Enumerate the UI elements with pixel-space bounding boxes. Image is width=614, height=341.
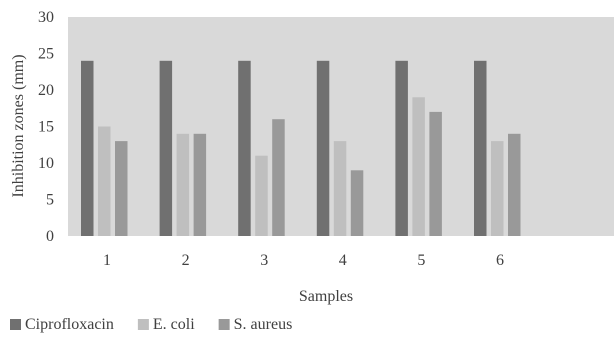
y-tick-label: 0 xyxy=(46,228,54,245)
x-tick-label: 4 xyxy=(339,252,347,269)
bar-ciprofloxacin-4 xyxy=(316,60,330,236)
bar-e-coli-5 xyxy=(412,97,425,236)
y-tick-label: 15 xyxy=(38,119,54,136)
bar-s-aureus-2 xyxy=(193,133,207,236)
x-tick-label: 3 xyxy=(260,252,268,269)
legend-swatch-e-coli xyxy=(137,319,149,330)
x-tick-label: 2 xyxy=(182,252,190,269)
y-tick-label: 30 xyxy=(38,9,54,26)
bar-s-aureus-1 xyxy=(115,141,128,236)
bar-e-coli-1 xyxy=(98,126,111,236)
y-axis-ticks: 0 5 10 15 20 25 30 xyxy=(38,9,54,245)
bar-s-aureus-5 xyxy=(429,111,442,236)
bar-ciprofloxacin-2 xyxy=(159,60,173,236)
bar-ciprofloxacin-6 xyxy=(474,60,487,236)
bar-ciprofloxacin-5 xyxy=(395,60,408,236)
y-tick-label: 10 xyxy=(38,155,54,172)
x-axis-ticks: 1 2 3 4 5 6 xyxy=(103,252,504,269)
legend-swatch-ciprofloxacin xyxy=(10,319,21,330)
bars xyxy=(81,60,521,236)
x-tick-label: 5 xyxy=(417,252,425,269)
x-axis-title: Samples xyxy=(299,288,353,305)
bar-e-coli-3 xyxy=(255,155,268,236)
legend: Ciprofloxacin E. coli S. aureus xyxy=(10,316,292,333)
bar-s-aureus-4 xyxy=(350,170,364,236)
y-tick-label: 5 xyxy=(46,192,54,209)
bar-s-aureus-6 xyxy=(508,133,521,236)
bar-e-coli-2 xyxy=(176,133,190,236)
y-tick-label: 20 xyxy=(38,82,54,99)
y-axis-title: Inhibition zones (mm) xyxy=(10,54,27,197)
bar-e-coli-4 xyxy=(333,141,347,236)
bar-ciprofloxacin-3 xyxy=(238,60,251,236)
x-tick-label: 6 xyxy=(496,252,504,269)
bar-s-aureus-3 xyxy=(272,119,285,236)
bar-ciprofloxacin-1 xyxy=(81,60,94,236)
x-tick-label: 1 xyxy=(103,252,111,269)
legend-label-ciprofloxacin: Ciprofloxacin xyxy=(25,316,114,333)
y-tick-label: 25 xyxy=(38,46,54,63)
bar-e-coli-6 xyxy=(491,141,504,236)
legend-label-s-aureus: S. aureus xyxy=(234,316,293,333)
legend-label-e-coli: E. coli xyxy=(153,316,195,333)
legend-swatch-s-aureus xyxy=(218,319,230,330)
